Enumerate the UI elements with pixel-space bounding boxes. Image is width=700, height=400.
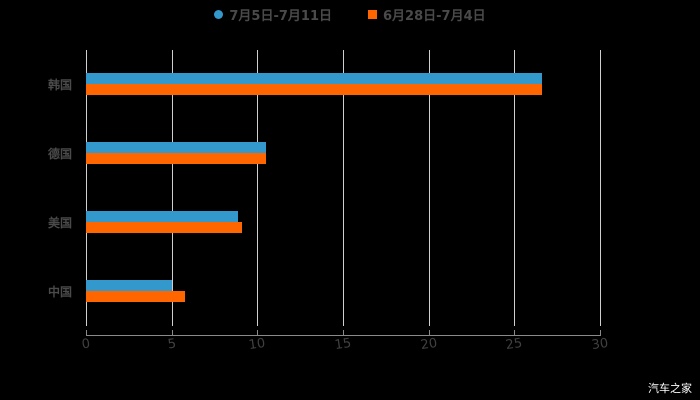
watermark: 汽车之家 bbox=[648, 382, 692, 395]
legend-item-series-2[interactable]: 6月28日-7月4日 bbox=[368, 4, 486, 24]
axis-tick bbox=[343, 330, 344, 336]
axis-tick bbox=[429, 330, 430, 336]
bar[interactable] bbox=[86, 142, 266, 153]
x-tick-label: 15 bbox=[333, 335, 353, 354]
gridline bbox=[514, 50, 515, 326]
legend-label: 6月28日-7月4日 bbox=[383, 8, 486, 24]
gridline bbox=[600, 50, 601, 326]
legend-square-icon bbox=[368, 9, 377, 19]
axis-tick bbox=[600, 330, 601, 336]
axis-tick bbox=[257, 330, 258, 336]
x-tick-label: 5 bbox=[166, 336, 178, 353]
legend-circle-icon bbox=[214, 9, 224, 19]
bar[interactable] bbox=[86, 222, 242, 233]
axis-tick bbox=[86, 330, 87, 336]
gridline bbox=[172, 50, 173, 326]
bar[interactable] bbox=[86, 153, 266, 164]
x-axis-line bbox=[86, 335, 600, 336]
gridline bbox=[429, 50, 430, 326]
bar[interactable] bbox=[86, 280, 172, 291]
axis-tick bbox=[172, 330, 173, 336]
gridline bbox=[86, 50, 87, 326]
bar[interactable] bbox=[86, 73, 542, 84]
gridline bbox=[343, 50, 344, 326]
x-tick-label: 20 bbox=[419, 335, 439, 354]
x-tick-label: 10 bbox=[247, 335, 267, 354]
legend-item-series-1[interactable]: 7月5日-7月11日 bbox=[214, 4, 332, 24]
bar[interactable] bbox=[86, 211, 238, 222]
category-label: 美国 bbox=[48, 216, 73, 230]
chart-legend: 7月5日-7月11日 6月28日-7月4日 bbox=[0, 4, 700, 24]
x-tick-label: 25 bbox=[504, 335, 524, 354]
x-tick-label: 30 bbox=[590, 335, 610, 354]
bar[interactable] bbox=[86, 84, 542, 95]
legend-label: 7月5日-7月11日 bbox=[229, 8, 332, 24]
category-label: 德国 bbox=[48, 147, 73, 161]
category-label: 中国 bbox=[48, 285, 73, 299]
gridline bbox=[257, 50, 258, 326]
bar[interactable] bbox=[86, 291, 185, 302]
category-label: 韩国 bbox=[48, 78, 73, 92]
axis-tick bbox=[514, 330, 515, 336]
x-tick-label: 0 bbox=[80, 336, 92, 353]
